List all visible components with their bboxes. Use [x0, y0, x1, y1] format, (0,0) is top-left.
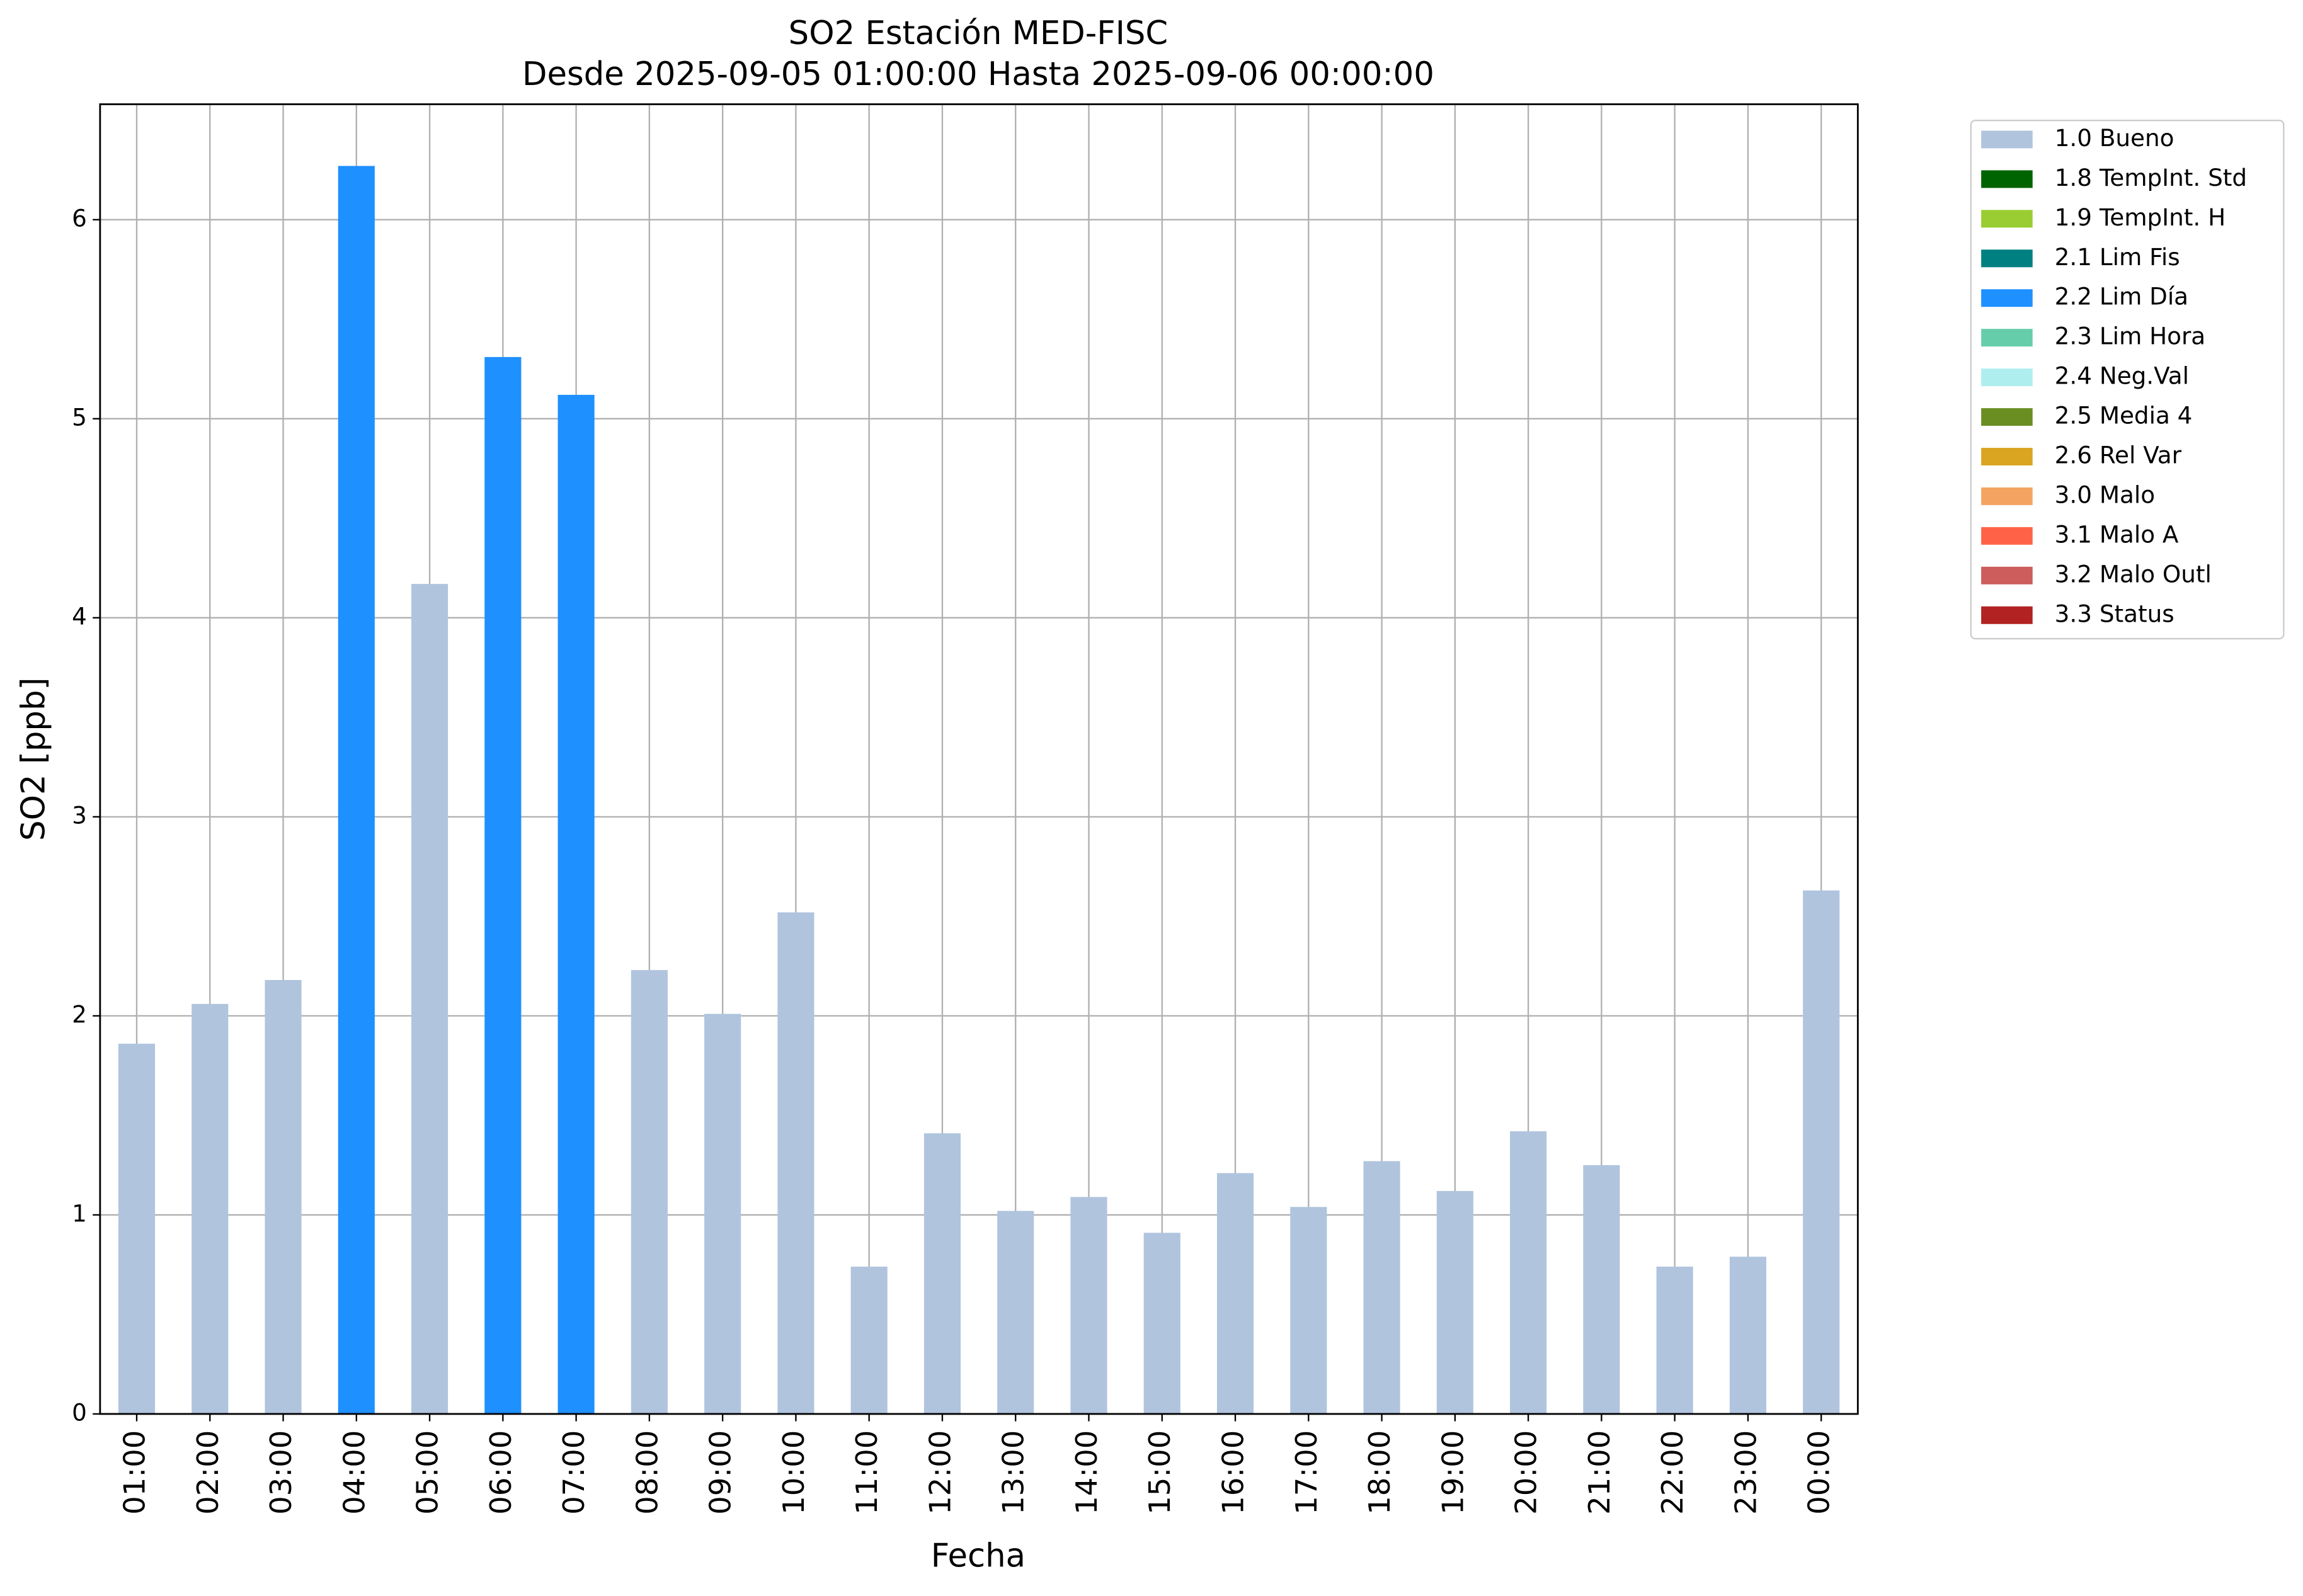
bar	[557, 394, 595, 1414]
legend-swatch	[1981, 170, 2033, 188]
legend-swatch	[1981, 130, 2033, 149]
x-tick-label: 16:00	[1216, 1430, 1250, 1515]
x-tick-label: 01:00	[118, 1430, 152, 1515]
x-tick-label: 22:00	[1655, 1430, 1689, 1515]
legend-swatch	[1981, 487, 2033, 505]
bar	[1363, 1161, 1400, 1414]
x-tick-label: 08:00	[630, 1430, 664, 1515]
y-axis-label: SO2 [ppb]	[14, 678, 52, 841]
y-tick-label: 5	[72, 403, 87, 431]
legend-box	[1970, 119, 2285, 640]
bar	[777, 912, 814, 1414]
bar	[1216, 1173, 1254, 1414]
y-tick-label: 1	[72, 1199, 87, 1227]
bar	[1729, 1257, 1766, 1414]
x-tick-label: 21:00	[1582, 1430, 1616, 1515]
legend-swatch	[1981, 289, 2033, 307]
x-tick-label: 14:00	[1070, 1430, 1104, 1515]
bar	[1583, 1165, 1620, 1414]
x-tick-label: 11:00	[850, 1430, 884, 1515]
x-tick-label: 04:00	[337, 1430, 371, 1515]
bar	[997, 1211, 1034, 1414]
legend-label: 3.3 Status	[2055, 600, 2174, 627]
legend-swatch	[1981, 249, 2033, 268]
bar	[631, 970, 668, 1414]
x-tick-label: 13:00	[997, 1430, 1031, 1515]
x-tick-label: 10:00	[777, 1430, 811, 1515]
bar	[118, 1044, 156, 1414]
legend-swatch	[1981, 606, 2033, 624]
bar	[1290, 1207, 1327, 1414]
legend-label: 2.4 Neg.Val	[2055, 362, 2189, 390]
legend-swatch	[1981, 210, 2033, 228]
x-tick-label: 02:00	[191, 1430, 225, 1515]
x-tick-label: 20:00	[1509, 1430, 1543, 1515]
bar	[1510, 1131, 1547, 1414]
bar	[484, 356, 522, 1414]
x-tick-label: 03:00	[264, 1430, 298, 1515]
bar	[1803, 890, 1840, 1414]
bar	[338, 166, 375, 1414]
chart-title: SO2 Estación MED-FISC	[789, 14, 1169, 52]
bar	[265, 980, 302, 1414]
x-tick-label: 07:00	[557, 1430, 591, 1515]
bar	[1436, 1190, 1473, 1414]
legend-label: 3.0 Malo	[2055, 481, 2155, 508]
x-tick-label: 17:00	[1289, 1430, 1323, 1515]
legend-label: 2.1 Lim Fis	[2055, 243, 2180, 271]
legend-swatch	[1981, 329, 2033, 347]
bar	[850, 1267, 888, 1414]
legend-swatch	[1981, 448, 2033, 465]
legend-label: 2.6 Rel Var	[2055, 441, 2182, 469]
legend-label: 1.8 TempInt. Std	[2055, 164, 2247, 191]
legend-swatch	[1981, 566, 2033, 584]
y-tick-label: 6	[72, 204, 87, 232]
y-tick-label: 3	[72, 801, 87, 829]
bar	[1070, 1197, 1107, 1414]
legend-label: 1.9 TempInt. H	[2055, 203, 2226, 231]
legend-label: 3.1 Malo A	[2055, 520, 2179, 548]
x-tick-label: 23:00	[1729, 1430, 1763, 1515]
bar	[704, 1013, 741, 1414]
legend-swatch	[1981, 368, 2033, 387]
bar	[923, 1133, 961, 1414]
plot-frame	[99, 103, 1859, 1415]
legend-label: 2.5 Media 4	[2055, 402, 2193, 430]
x-tick-label: 15:00	[1143, 1430, 1177, 1515]
y-tick-label: 0	[72, 1398, 87, 1426]
bar	[1656, 1267, 1693, 1414]
legend-swatch	[1981, 408, 2033, 426]
x-tick-label: 09:00	[704, 1430, 738, 1515]
legend-swatch	[1981, 527, 2033, 545]
legend-label: 2.3 Lim Hora	[2055, 322, 2205, 350]
y-tick-label: 4	[72, 602, 87, 630]
x-axis-label: Fecha	[931, 1537, 1026, 1575]
chart-subtitle: Desde 2025-09-05 01:00:00 Hasta 2025-09-…	[522, 55, 1434, 93]
bar	[191, 1003, 229, 1414]
x-tick-label: 18:00	[1363, 1430, 1397, 1515]
x-tick-label: 06:00	[484, 1430, 518, 1515]
x-tick-label: 00:00	[1802, 1430, 1836, 1515]
y-tick-label: 2	[72, 1000, 87, 1028]
x-tick-label: 05:00	[411, 1430, 445, 1515]
legend-label: 1.0 Bueno	[2055, 124, 2174, 152]
x-tick-label: 19:00	[1436, 1430, 1470, 1515]
legend-label: 3.2 Malo Outl	[2055, 560, 2212, 588]
x-tick-label: 12:00	[923, 1430, 957, 1515]
bar	[1143, 1233, 1180, 1414]
legend-label: 2.2 Lim Día	[2055, 283, 2188, 311]
bar	[411, 584, 449, 1414]
